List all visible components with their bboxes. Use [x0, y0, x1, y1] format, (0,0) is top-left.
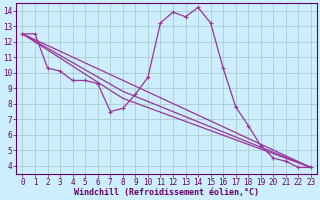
X-axis label: Windchill (Refroidissement éolien,°C): Windchill (Refroidissement éolien,°C): [74, 188, 259, 197]
